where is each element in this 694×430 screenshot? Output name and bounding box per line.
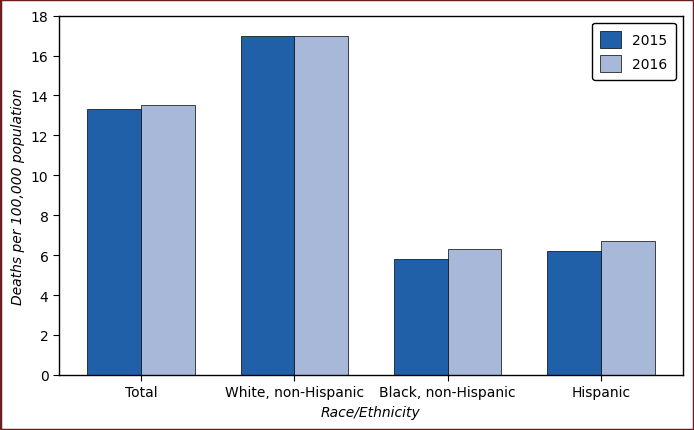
Legend: 2015, 2016: 2015, 2016 [592,24,676,81]
Bar [141,106,194,375]
Bar [87,110,141,375]
Bar [448,249,501,375]
Bar [241,37,294,375]
Bar [294,37,348,375]
Bar [601,242,654,375]
Bar [394,260,448,375]
Y-axis label: Deaths per 100,000 population: Deaths per 100,000 population [11,88,25,304]
X-axis label: Race/Ethnicity: Race/Ethnicity [321,405,421,419]
Bar [547,252,601,375]
